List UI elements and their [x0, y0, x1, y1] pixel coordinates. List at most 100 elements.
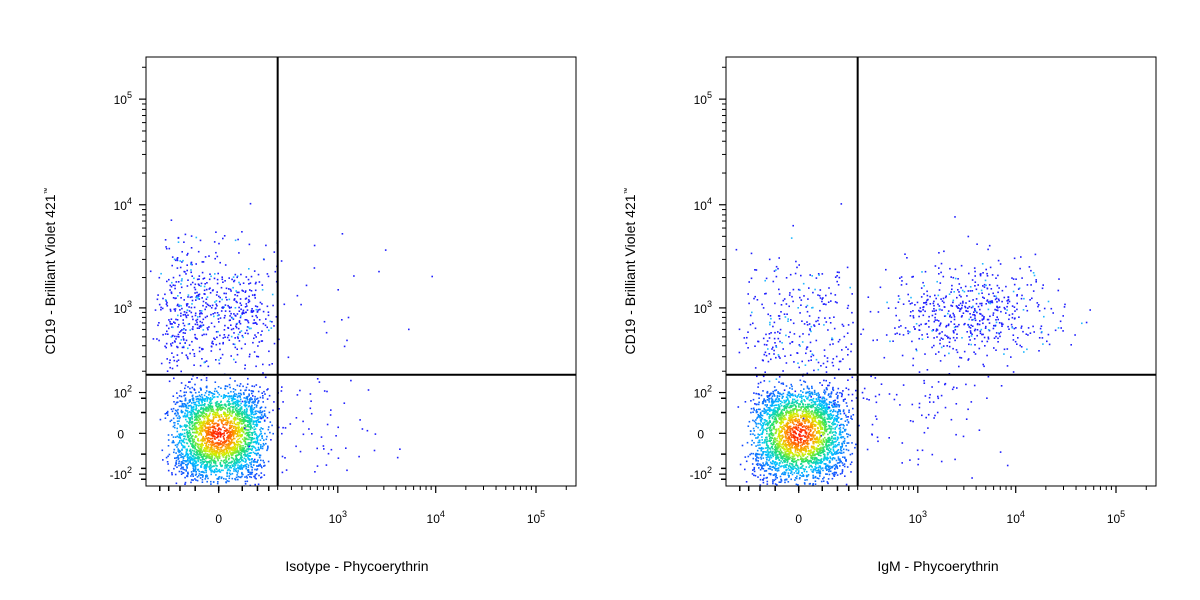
- event-dot: [208, 450, 210, 453]
- event-dot: [218, 414, 221, 417]
- event-dot: [254, 305, 257, 307]
- event-dot: [185, 470, 187, 472]
- event-dot: [810, 439, 813, 441]
- event-dot: [257, 400, 260, 402]
- event-dot: [199, 429, 201, 432]
- event-dot: [825, 387, 828, 389]
- event-dot: [813, 454, 815, 457]
- event-dot: [260, 476, 262, 479]
- event-dot: [217, 392, 219, 394]
- event-dot: [244, 442, 247, 444]
- event-dot: [191, 263, 193, 266]
- event-dot: [169, 284, 172, 287]
- event-dot: [215, 464, 217, 467]
- event-dot: [245, 319, 248, 321]
- event-dot: [756, 449, 759, 452]
- event-dot: [817, 466, 820, 469]
- event-dot: [211, 454, 213, 457]
- event-dot: [185, 315, 187, 317]
- event-dot: [193, 445, 196, 448]
- event-dot: [797, 441, 800, 443]
- event-dot: [254, 483, 256, 486]
- event-dot: [174, 457, 176, 459]
- event-dot: [770, 408, 772, 411]
- event-dot: [782, 443, 784, 445]
- event-dot: [178, 436, 180, 439]
- event-dot: [812, 432, 814, 434]
- event-dot: [239, 398, 242, 401]
- event-dot: [248, 435, 250, 437]
- event-dot: [188, 435, 190, 438]
- event-dot: [228, 307, 231, 309]
- event-dot: [779, 448, 782, 450]
- event-dot: [215, 453, 218, 455]
- event-dot: [249, 448, 252, 451]
- event-dot: [232, 425, 235, 428]
- tick-base: 10: [427, 512, 441, 526]
- event-dot: [190, 262, 192, 264]
- event-dot: [225, 481, 227, 483]
- event-dot: [239, 407, 242, 410]
- event-dot: [839, 460, 842, 462]
- event-dot: [239, 476, 241, 478]
- event-dot: [171, 281, 173, 284]
- event-dot: [216, 457, 218, 459]
- event-dot: [190, 269, 192, 271]
- event-dot: [248, 398, 251, 400]
- event-dot: [233, 419, 236, 421]
- event-dot: [244, 441, 247, 443]
- event-dot: [237, 427, 240, 430]
- event-dot: [195, 454, 197, 456]
- event-dot: [824, 430, 826, 432]
- event-dot: [219, 348, 221, 351]
- event-dot: [251, 449, 253, 451]
- event-dot: [773, 415, 775, 418]
- event-dot: [184, 405, 187, 407]
- event-dot: [794, 467, 796, 469]
- event-dot: [237, 412, 239, 415]
- event-dot: [841, 442, 843, 445]
- event-dot: [821, 416, 823, 418]
- event-dot: [818, 454, 820, 457]
- event-dot: [236, 402, 239, 404]
- event-dot: [208, 405, 210, 407]
- event-dot: [208, 401, 211, 404]
- event-dot: [209, 273, 211, 275]
- event-dot: [254, 289, 257, 292]
- event-dot: [240, 393, 243, 396]
- event-dot: [225, 424, 228, 426]
- event-dot: [260, 465, 262, 467]
- event-dot: [215, 409, 218, 411]
- event-dot: [774, 483, 777, 485]
- event-dot: [180, 456, 182, 459]
- event-dot: [831, 411, 834, 413]
- event-dot: [222, 435, 225, 438]
- event-dot: [221, 298, 223, 301]
- event-dot: [187, 357, 189, 360]
- event-dot: [259, 428, 261, 431]
- event-dot: [258, 454, 261, 456]
- tick-exponent: 4: [440, 509, 445, 519]
- event-dot: [201, 445, 203, 448]
- event-dot: [232, 446, 235, 448]
- event-dot: [213, 325, 216, 328]
- event-dot: [210, 480, 212, 483]
- event-dot: [197, 444, 200, 446]
- event-dot: [193, 440, 195, 443]
- event-dot: [206, 419, 209, 422]
- event-dot: [220, 448, 222, 451]
- event-dot: [801, 415, 803, 417]
- event-dot: [183, 324, 186, 327]
- event-dot: [226, 464, 228, 466]
- event-dot: [219, 461, 222, 464]
- event-dot: [198, 298, 201, 300]
- event-dot: [248, 402, 250, 405]
- event-dot: [261, 289, 264, 291]
- event-dot: [247, 301, 250, 304]
- event-dot: [176, 411, 179, 414]
- event-dot: [224, 304, 227, 306]
- event-dot: [253, 417, 256, 419]
- event-dot: [836, 465, 838, 468]
- event-dot: [178, 304, 181, 307]
- event-dot: [191, 409, 194, 411]
